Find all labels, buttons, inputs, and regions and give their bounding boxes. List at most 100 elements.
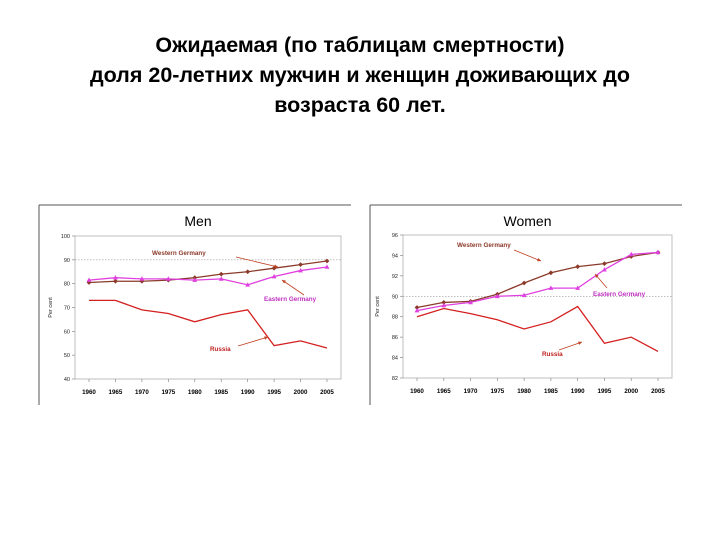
- y-tick-label: 94: [392, 253, 398, 259]
- y-tick-label: 90: [392, 294, 398, 300]
- data-point-triangle: [441, 302, 447, 308]
- data-point-triangle: [298, 267, 303, 273]
- data-point-diamond: [298, 262, 303, 267]
- x-tick-label: 1960: [82, 389, 96, 396]
- series-label: Western Germany: [457, 242, 511, 249]
- x-tick-label: 1990: [241, 389, 255, 396]
- women-chart: Women 82 84 86 88 90 92 94 96 Per cent 1960 1965 197…: [369, 204, 682, 405]
- annotation-arrow-head: [282, 280, 286, 284]
- series-line-eastern-germany: [416, 251, 659, 312]
- y-tick-label: 92: [392, 274, 398, 280]
- data-point-triangle: [113, 275, 118, 280]
- data-point-diamond: [271, 265, 277, 271]
- data-point-diamond: [575, 264, 581, 270]
- data-point-triangle: [165, 276, 171, 281]
- series-label: Russia: [210, 346, 231, 353]
- annotation-arrow-head: [274, 264, 278, 268]
- chart-title: Men: [184, 213, 211, 229]
- x-tick-label: 2000: [294, 389, 308, 396]
- data-point-diamond: [521, 280, 527, 286]
- annotation-arrow-head: [264, 336, 268, 340]
- annotation-arrow-head: [537, 258, 541, 262]
- x-tick-label: 1965: [437, 388, 451, 395]
- data-point-triangle: [628, 251, 634, 257]
- x-tick-label: 1985: [214, 389, 228, 396]
- annotation-arrow-line: [235, 256, 279, 268]
- y-tick-label: 96: [392, 233, 398, 239]
- series-line-western-germany: [416, 251, 659, 309]
- y-tick-label: 82: [392, 376, 398, 382]
- x-tick-label: 1995: [598, 388, 612, 395]
- data-point-triangle: [192, 277, 198, 282]
- y-axis-label: Per cent: [48, 297, 54, 318]
- data-point-triangle: [468, 299, 473, 305]
- data-point-triangle: [139, 276, 145, 281]
- y-tick-label: 100: [61, 234, 70, 240]
- series-line-western-germany: [88, 260, 328, 284]
- x-tick-label: 2000: [624, 388, 638, 395]
- annotation-arrow-line: [237, 336, 269, 347]
- series-label: Eastern Germany: [264, 296, 317, 303]
- series-label: Western Germany: [152, 250, 206, 257]
- data-point-triangle: [245, 282, 251, 287]
- data-point-diamond: [324, 258, 330, 264]
- x-tick-label: 2005: [320, 389, 334, 396]
- x-tick-label: 1975: [161, 389, 175, 396]
- y-tick-label: 40: [64, 377, 70, 383]
- data-point-diamond: [218, 271, 224, 277]
- y-tick-label: 84: [392, 356, 398, 362]
- data-point-triangle: [494, 293, 500, 299]
- x-tick-label: 1995: [267, 389, 281, 396]
- data-point-triangle: [521, 292, 527, 298]
- men-chart: Men 40 50 60 70 80 90 100 Per cent 1960 1965 1970 19…: [38, 204, 351, 405]
- data-point-triangle: [86, 277, 92, 282]
- y-tick-label: 86: [392, 335, 398, 341]
- data-point-diamond: [548, 270, 554, 276]
- slide-title-line-2: доля 20-летних мужчин и женщин доживающи…: [89, 63, 631, 87]
- data-point-triangle: [324, 264, 330, 269]
- y-tick-label: 70: [64, 306, 70, 312]
- x-tick-label: 1980: [188, 389, 202, 396]
- x-tick-label: 1990: [571, 388, 585, 395]
- x-tick-label: 1980: [517, 388, 531, 395]
- annotation-arrow-head: [595, 274, 599, 278]
- x-tick-label: 1970: [464, 388, 478, 395]
- annotation-arrow-head: [578, 341, 582, 345]
- chart-title: Women: [504, 213, 552, 229]
- data-point-triangle: [218, 276, 224, 281]
- y-tick-label: 90: [64, 258, 70, 264]
- data-point-triangle: [655, 249, 661, 255]
- x-tick-label: 1975: [490, 388, 504, 395]
- y-axis-label: Per cent: [375, 296, 381, 317]
- data-point-triangle: [414, 307, 420, 313]
- series-line-eastern-germany: [88, 266, 328, 286]
- y-tick-label: 60: [64, 329, 70, 335]
- series-line-russia: [89, 299, 328, 349]
- plot-area: [402, 234, 673, 379]
- y-tick-label: 50: [64, 353, 70, 359]
- annotation-arrow-line: [558, 341, 583, 351]
- y-tick-label: 80: [64, 282, 70, 288]
- series-label: Russia: [542, 351, 563, 358]
- slide-title-line-3: возраста 60 лет.: [274, 93, 446, 117]
- annotation-arrow-line: [281, 279, 305, 296]
- data-point-diamond: [441, 300, 447, 305]
- data-point-diamond: [602, 261, 607, 266]
- x-tick-label: 2005: [651, 388, 665, 395]
- x-tick-label: 1960: [410, 388, 424, 395]
- plot-area: [74, 235, 342, 380]
- annotation-arrow-line: [513, 249, 542, 262]
- x-tick-label: 1965: [109, 389, 123, 396]
- series-line-russia: [416, 305, 659, 353]
- data-point-triangle: [602, 267, 607, 272]
- series-label: Eastern Germany: [593, 291, 646, 298]
- y-tick-label: 88: [392, 315, 398, 321]
- data-point-triangle: [575, 285, 581, 290]
- x-tick-label: 1985: [544, 388, 558, 395]
- data-point-diamond: [113, 278, 118, 284]
- data-point-triangle: [548, 285, 554, 290]
- slide-title-line-1: Ожидаемая (по таблицам смертности): [155, 33, 565, 57]
- slide-title: Ожидаемая (по таблицам смертности) доля …: [0, 30, 720, 120]
- data-point-triangle: [271, 273, 277, 279]
- x-tick-label: 1970: [135, 389, 149, 396]
